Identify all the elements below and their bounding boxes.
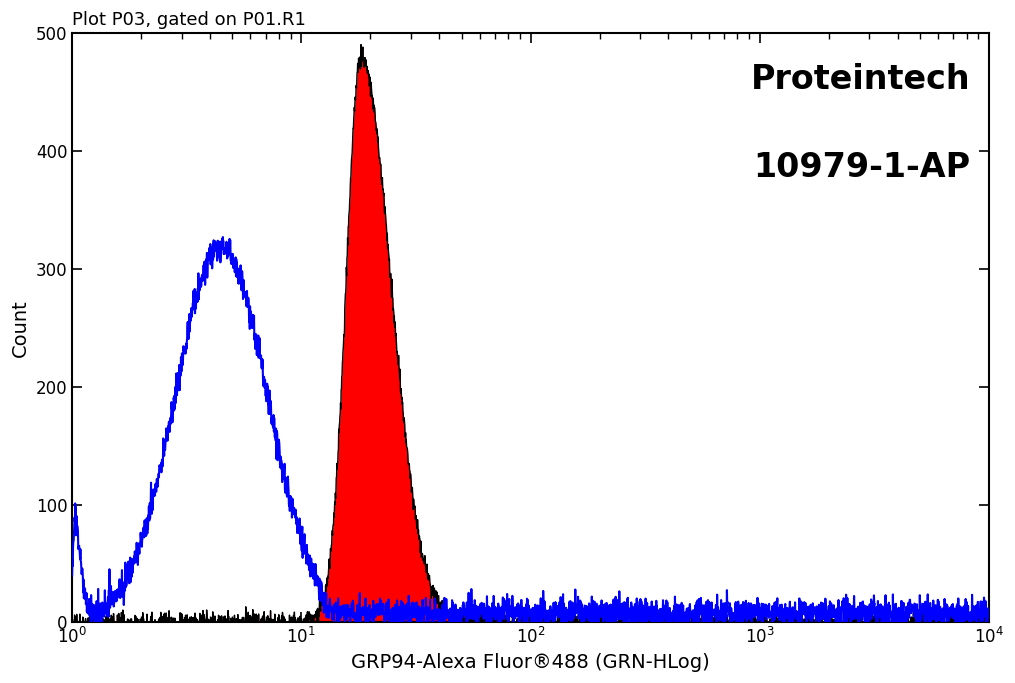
Text: Plot P03, gated on P01.R1: Plot P03, gated on P01.R1 — [72, 11, 307, 29]
Y-axis label: Count: Count — [11, 299, 30, 357]
Text: 10979-1-AP: 10979-1-AP — [753, 151, 970, 184]
Text: Proteintech: Proteintech — [751, 63, 970, 96]
X-axis label: GRP94-Alexa Fluor®488 (GRN-HLog): GRP94-Alexa Fluor®488 (GRN-HLog) — [351, 653, 709, 672]
